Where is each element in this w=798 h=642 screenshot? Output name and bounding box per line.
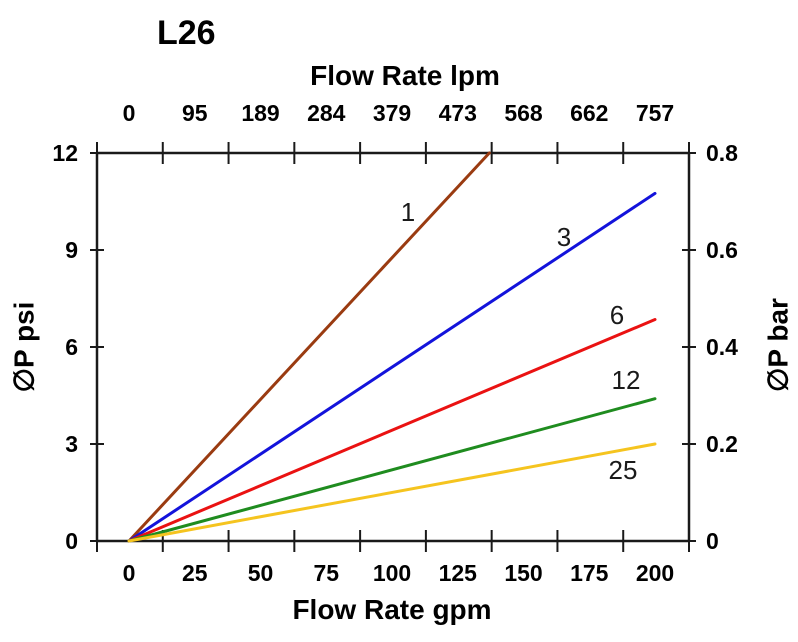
top-axis-title: Flow Rate lpm [310,60,500,91]
curve-label-3: 3 [557,222,571,252]
right-tick-label: 0 [706,528,719,554]
bottom-tick-label: 50 [248,560,274,586]
series-line-3 [127,191,657,543]
bottom-tick-label: 0 [123,560,136,586]
bottom-tick-label: 100 [373,560,411,586]
top-tick-label: 284 [307,100,346,126]
top-tick-label: 662 [570,100,608,126]
top-tick-label: 379 [373,100,411,126]
bottom-tick-label: 25 [182,560,208,586]
series-line-6 [127,318,657,543]
curve-label-25: 25 [609,455,638,485]
bottom-tick-label: 125 [439,560,478,586]
right-tick-label: 0.8 [706,140,738,166]
bottom-axis-title: Flow Rate gpm [292,594,492,625]
top-tick-label: 473 [439,100,477,126]
left-tick-label: 3 [65,431,78,457]
chart-title: L26 [157,14,216,52]
top-tick-label: 568 [504,100,543,126]
series-line-25 [127,442,657,543]
right-tick-label: 0.2 [706,431,738,457]
bottom-tick-label: 200 [636,560,674,586]
left-tick-label: 0 [65,528,78,554]
bottom-tick-label: 150 [504,560,542,586]
left-tick-label: 9 [65,237,78,263]
left-tick-label: 12 [52,140,78,166]
bottom-tick-label: 75 [313,560,339,586]
left-tick-label: 6 [65,334,78,360]
top-tick-label: 189 [241,100,279,126]
curve-label-1: 1 [401,197,415,227]
bottom-tick-label: 175 [570,560,609,586]
right-tick-label: 0.6 [706,237,738,263]
left-axis-title: ∅P psi [8,301,40,393]
top-tick-label: 95 [182,100,208,126]
top-tick-label: 757 [636,100,674,126]
right-tick-label: 0.4 [706,334,738,360]
top-tick-label: 0 [123,100,136,126]
curve-label-6: 6 [610,300,624,330]
curve-label-12: 12 [612,365,641,395]
series-line-12 [127,397,657,543]
right-axis-title: ∅P bar [762,298,794,392]
series-line-1 [127,151,491,543]
